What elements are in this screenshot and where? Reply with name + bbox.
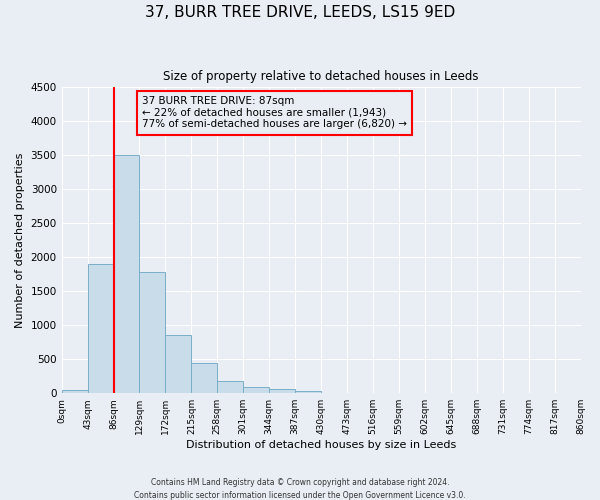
Bar <box>166 336 191 393</box>
Text: 37, BURR TREE DRIVE, LEEDS, LS15 9ED: 37, BURR TREE DRIVE, LEEDS, LS15 9ED <box>145 5 455 20</box>
Bar <box>295 391 321 393</box>
X-axis label: Distribution of detached houses by size in Leeds: Distribution of detached houses by size … <box>186 440 456 450</box>
Bar <box>243 387 269 393</box>
Bar <box>113 155 139 393</box>
Bar <box>217 382 243 393</box>
Bar <box>62 390 88 393</box>
Text: 37 BURR TREE DRIVE: 87sqm
← 22% of detached houses are smaller (1,943)
77% of se: 37 BURR TREE DRIVE: 87sqm ← 22% of detac… <box>142 96 407 130</box>
Text: Contains HM Land Registry data © Crown copyright and database right 2024.
Contai: Contains HM Land Registry data © Crown c… <box>134 478 466 500</box>
Bar <box>191 362 217 393</box>
Y-axis label: Number of detached properties: Number of detached properties <box>15 152 25 328</box>
Bar <box>139 272 166 393</box>
Title: Size of property relative to detached houses in Leeds: Size of property relative to detached ho… <box>163 70 479 83</box>
Bar <box>269 390 295 393</box>
Bar <box>88 264 113 393</box>
